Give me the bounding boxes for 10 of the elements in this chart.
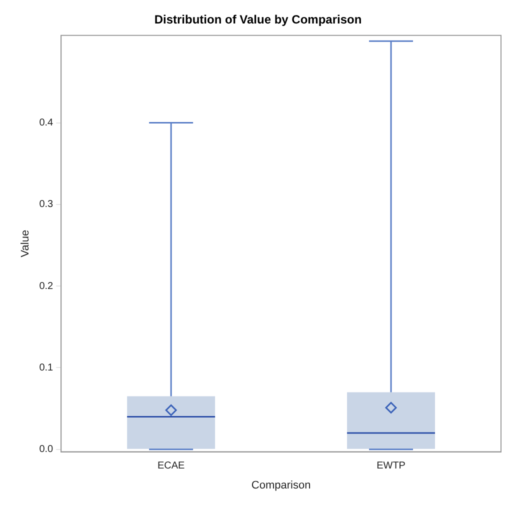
y-tick-label: 0.0 <box>39 444 54 456</box>
chart-title: Distribution of Value by Comparison <box>154 12 362 27</box>
y-tick-label: 0.1 <box>39 362 54 374</box>
x-tick-label: EWTP <box>376 460 406 472</box>
y-tick-label: 0.4 <box>39 118 54 129</box>
x-axis-title: Comparison <box>251 479 311 492</box>
y-tick-label: 0.2 <box>39 280 54 292</box>
y-axis-title: Value <box>20 230 32 258</box>
x-tick-label: ECAE <box>157 460 186 472</box>
y-tick-label: 0.3 <box>39 199 54 210</box>
